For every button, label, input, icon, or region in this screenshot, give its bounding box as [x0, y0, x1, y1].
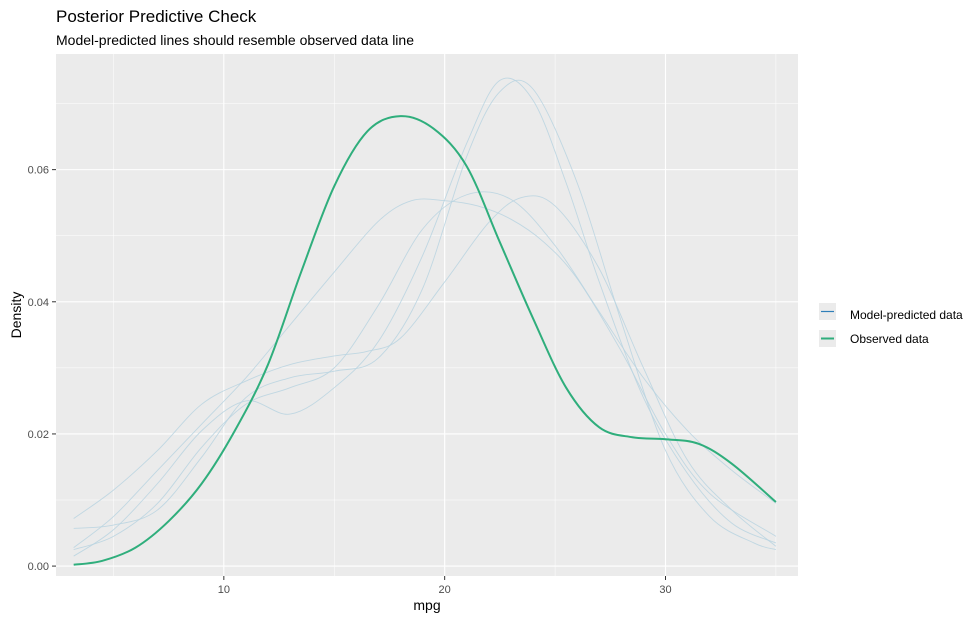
y-tick-label: 0.02: [28, 429, 49, 441]
predicted-density-line-1: [73, 79, 777, 551]
legend-label-predicted: Model-predicted data: [850, 308, 963, 322]
legend: Model-predicted data Observed data: [819, 303, 963, 347]
predicted-density-line-5: [73, 191, 777, 550]
x-tick-label: 30: [659, 584, 671, 596]
observed-series-group: [73, 115, 777, 566]
y-axis-title: Density: [8, 292, 24, 339]
legend-label-observed: Observed data: [850, 332, 929, 346]
axis-ticks: [52, 169, 666, 580]
x-tick-labels: 10 20 30: [218, 584, 672, 596]
x-tick-label: 20: [439, 584, 451, 596]
y-tick-label: 0.04: [28, 297, 49, 309]
y-tick-label: 0.00: [28, 561, 49, 573]
x-tick-label: 10: [218, 584, 230, 596]
chart-subtitle: Model-predicted lines should resemble ob…: [56, 32, 414, 48]
y-tick-labels: 0.00 0.02 0.04 0.06: [28, 165, 49, 573]
predicted-density-line-4: [73, 198, 777, 548]
chart-title: Posterior Predictive Check: [56, 7, 257, 26]
major-gridlines: [56, 54, 798, 576]
plot-panel: [56, 54, 798, 576]
minor-gridlines: [56, 54, 798, 576]
observed-density-line: [73, 115, 777, 566]
x-axis-title: mpg: [413, 597, 440, 613]
y-tick-label: 0.06: [28, 165, 49, 177]
